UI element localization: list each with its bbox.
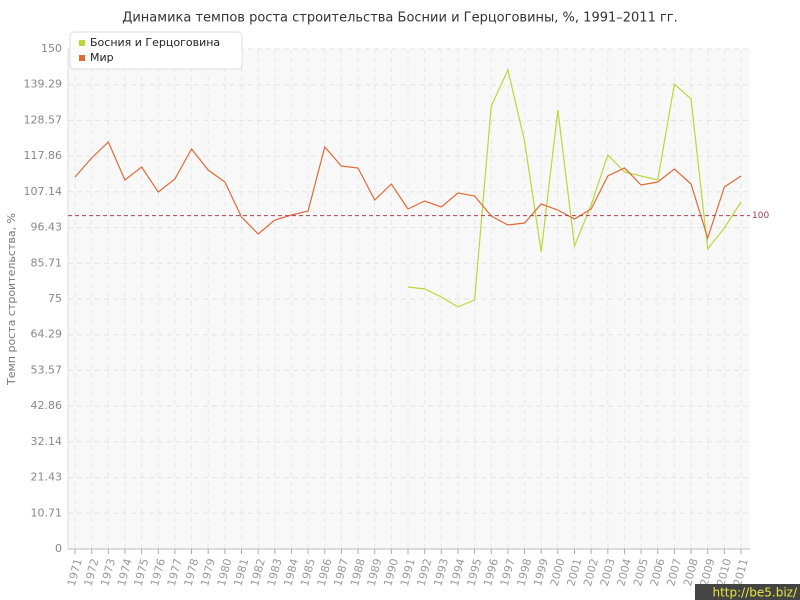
x-tick-label: 2011 [731, 557, 751, 587]
legend-swatch [79, 55, 85, 61]
y-tick-label: 117.86 [24, 149, 63, 162]
watermark: http://be5.biz/ [712, 586, 797, 600]
watermark-bg [695, 584, 800, 600]
y-tick-label: 53.57 [31, 363, 63, 376]
legend-label: Босния и Герцоговина [90, 36, 220, 49]
y-tick-label: 96.43 [31, 221, 63, 234]
y-tick-label: 150 [41, 42, 62, 55]
y-tick-label: 21.43 [31, 471, 63, 484]
y-tick-label: 0 [55, 542, 62, 555]
y-tick-label: 85.71 [31, 256, 63, 269]
series-line [407, 68, 742, 308]
legend-swatch [79, 40, 85, 46]
y-tick-label: 10.71 [31, 506, 63, 519]
legend-label: Мир [90, 51, 114, 64]
y-tick-label: 107.14 [24, 185, 63, 198]
series-line [74, 140, 742, 240]
reference-label: 100 [752, 211, 769, 221]
y-axis-label: Темп роста строительства, % [5, 213, 18, 386]
y-tick-label: 42.86 [31, 399, 63, 412]
chart-title: Динамика темпов роста строительства Босн… [122, 11, 678, 26]
y-tick-label: 32.14 [31, 435, 63, 448]
y-tick-label: 139.29 [24, 78, 63, 91]
y-tick-label: 64.29 [31, 328, 63, 341]
y-tick-label: 75 [48, 292, 62, 305]
legend: Босния и Герцоговина Мир [69, 31, 243, 70]
legend-box [69, 31, 243, 70]
y-tick-label: 128.57 [24, 113, 63, 126]
